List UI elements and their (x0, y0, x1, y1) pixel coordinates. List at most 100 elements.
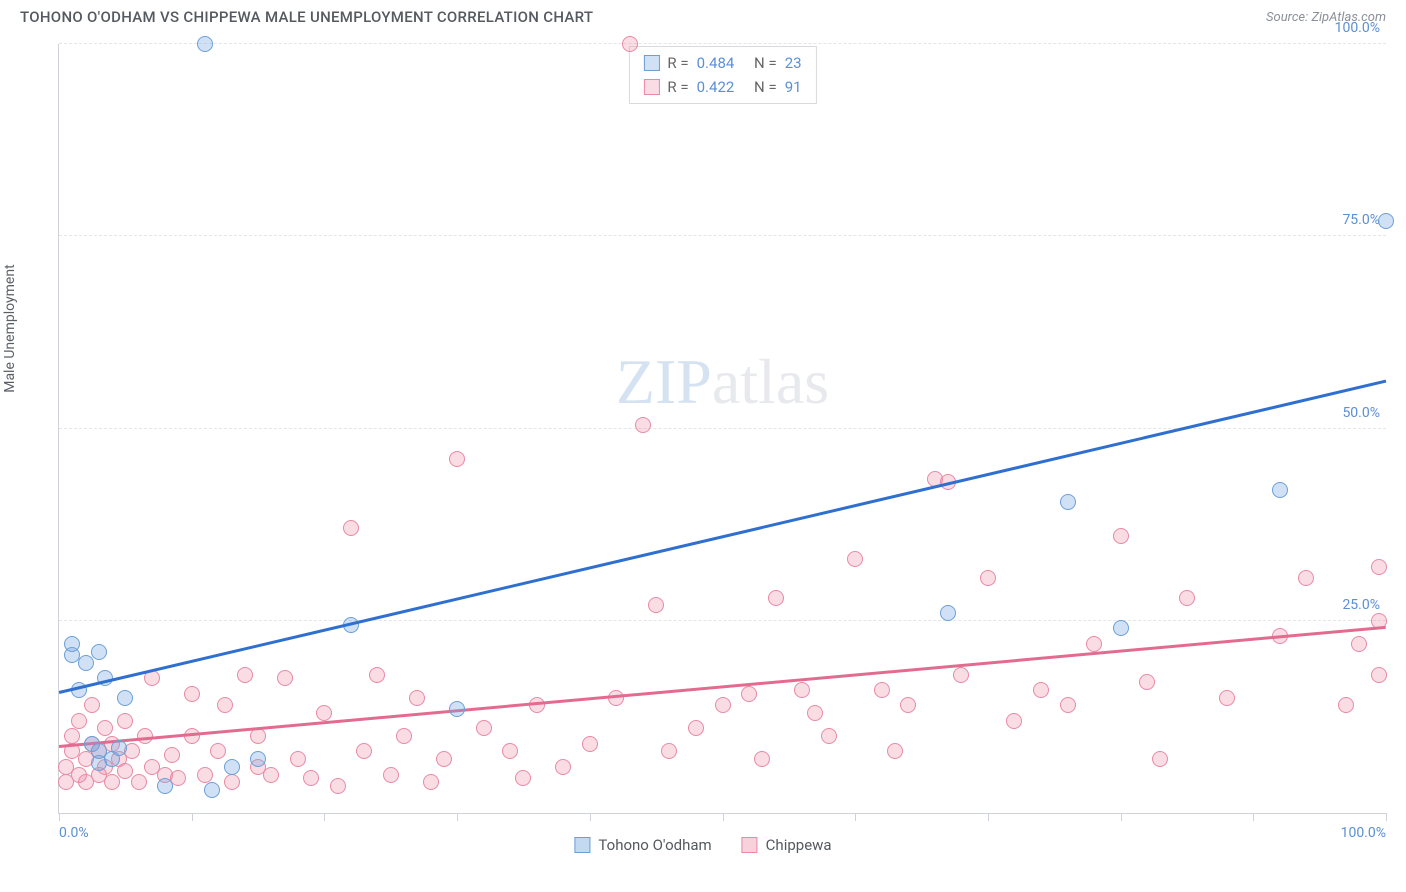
x-tick (457, 813, 458, 821)
legend-r-0: 0.484 (697, 51, 735, 75)
data-point (436, 751, 452, 767)
data-point (502, 743, 518, 759)
data-point (900, 697, 916, 713)
data-point (78, 655, 94, 671)
data-point (1351, 636, 1367, 652)
data-point (807, 705, 823, 721)
data-point (343, 520, 359, 536)
data-point (131, 774, 147, 790)
data-point (1371, 667, 1387, 683)
data-point (91, 644, 107, 660)
data-point (515, 770, 531, 786)
x-tick (192, 813, 193, 821)
data-point (449, 701, 465, 717)
data-point (754, 751, 770, 767)
data-point (449, 451, 465, 467)
y-tick-label: 25.0% (1342, 597, 1380, 613)
data-point (1060, 494, 1076, 510)
data-point (217, 697, 233, 713)
y-tick-label: 100.0% (1335, 20, 1380, 36)
data-point (1086, 636, 1102, 652)
data-point (383, 767, 399, 783)
x-tick-label: 0.0% (59, 825, 89, 841)
data-point (1060, 697, 1076, 713)
data-point (1371, 559, 1387, 575)
legend-label: Tohono O'odham (598, 836, 711, 854)
data-point (768, 590, 784, 606)
x-tick (855, 813, 856, 821)
data-point (84, 697, 100, 713)
data-point (277, 670, 293, 686)
legend-n-0: 23 (785, 51, 802, 75)
x-tick (59, 813, 60, 821)
data-point (1006, 713, 1022, 729)
data-point (622, 36, 638, 52)
data-point (741, 686, 757, 702)
data-point (874, 682, 890, 698)
x-tick-label: 100.0% (1341, 825, 1386, 841)
data-point (290, 751, 306, 767)
data-point (887, 743, 903, 759)
legend-n-1: 91 (785, 75, 802, 99)
x-tick (324, 813, 325, 821)
data-point (1338, 697, 1354, 713)
data-point (940, 605, 956, 621)
data-point (715, 697, 731, 713)
data-point (1219, 690, 1235, 706)
data-point (476, 720, 492, 736)
gridline (59, 43, 1386, 44)
x-tick (1253, 813, 1254, 821)
legend-row-series-0: R = 0.484 N = 23 (643, 51, 801, 75)
data-point (64, 728, 80, 744)
data-point (263, 767, 279, 783)
data-point (953, 667, 969, 683)
data-point (250, 728, 266, 744)
data-point (111, 740, 127, 756)
data-point (369, 667, 385, 683)
legend-swatch-1 (643, 79, 659, 95)
data-point (250, 751, 266, 767)
correlation-legend: R = 0.484 N = 23 R = 0.422 N = 91 (628, 46, 816, 104)
data-point (1378, 213, 1394, 229)
data-point (582, 736, 598, 752)
data-point (396, 728, 412, 744)
data-point (117, 713, 133, 729)
x-tick (723, 813, 724, 821)
data-point (635, 417, 651, 433)
x-tick (590, 813, 591, 821)
data-point (1179, 590, 1195, 606)
data-point (184, 728, 200, 744)
legend-swatch (574, 837, 590, 853)
data-point (117, 763, 133, 779)
data-point (1272, 482, 1288, 498)
data-point (210, 743, 226, 759)
chart-container: Male Unemployment ZIPatlas R = 0.484 N =… (20, 34, 1386, 864)
data-point (661, 743, 677, 759)
data-point (847, 551, 863, 567)
data-point (204, 782, 220, 798)
legend-row-series-1: R = 0.422 N = 91 (643, 75, 801, 99)
gridline (59, 620, 1386, 621)
data-point (164, 747, 180, 763)
data-point (1152, 751, 1168, 767)
data-point (821, 728, 837, 744)
data-point (117, 690, 133, 706)
plot-area: ZIPatlas R = 0.484 N = 23 R = 0.422 N = … (58, 44, 1386, 814)
data-point (794, 682, 810, 698)
data-point (423, 774, 439, 790)
x-tick (1386, 813, 1387, 821)
data-point (409, 690, 425, 706)
data-point (184, 686, 200, 702)
data-point (330, 778, 346, 794)
data-point (1113, 620, 1129, 636)
data-point (104, 774, 120, 790)
data-point (224, 759, 240, 775)
data-point (1033, 682, 1049, 698)
chart-title: TOHONO O'ODHAM VS CHIPPEWA MALE UNEMPLOY… (20, 8, 593, 26)
y-tick-label: 50.0% (1342, 405, 1380, 421)
data-point (1139, 674, 1155, 690)
data-point (157, 778, 173, 794)
data-point (237, 667, 253, 683)
x-tick (988, 813, 989, 821)
series-legend: Tohono O'odhamChippewa (574, 836, 831, 854)
